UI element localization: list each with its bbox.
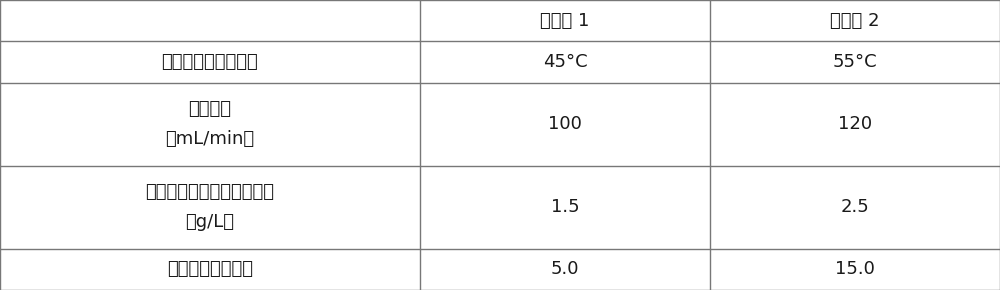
Text: 55°C: 55°C xyxy=(833,53,877,71)
Text: 5.0: 5.0 xyxy=(551,260,579,278)
Text: （g/L）: （g/L） xyxy=(186,213,234,231)
Text: （mL/min）: （mL/min） xyxy=(165,130,255,148)
Text: 三口烧瓶的加热温度: 三口烧瓶的加热温度 xyxy=(162,53,258,71)
Text: 实施例 2: 实施例 2 xyxy=(830,12,880,30)
Text: 实施例 1: 实施例 1 xyxy=(540,12,590,30)
Text: 2.5: 2.5 xyxy=(841,198,869,216)
Text: 120: 120 xyxy=(838,115,872,133)
Text: 1.5: 1.5 xyxy=(551,198,579,216)
Text: 45°C: 45°C xyxy=(543,53,587,71)
Text: 100: 100 xyxy=(548,115,582,133)
Text: 对氯基二甲基苯胺溶液浓度: 对氯基二甲基苯胺溶液浓度 xyxy=(146,183,274,201)
Text: 氯气流量: 氯气流量 xyxy=(188,100,232,118)
Text: 硫酸铁胺溶液浓度: 硫酸铁胺溶液浓度 xyxy=(167,260,253,278)
Text: 15.0: 15.0 xyxy=(835,260,875,278)
